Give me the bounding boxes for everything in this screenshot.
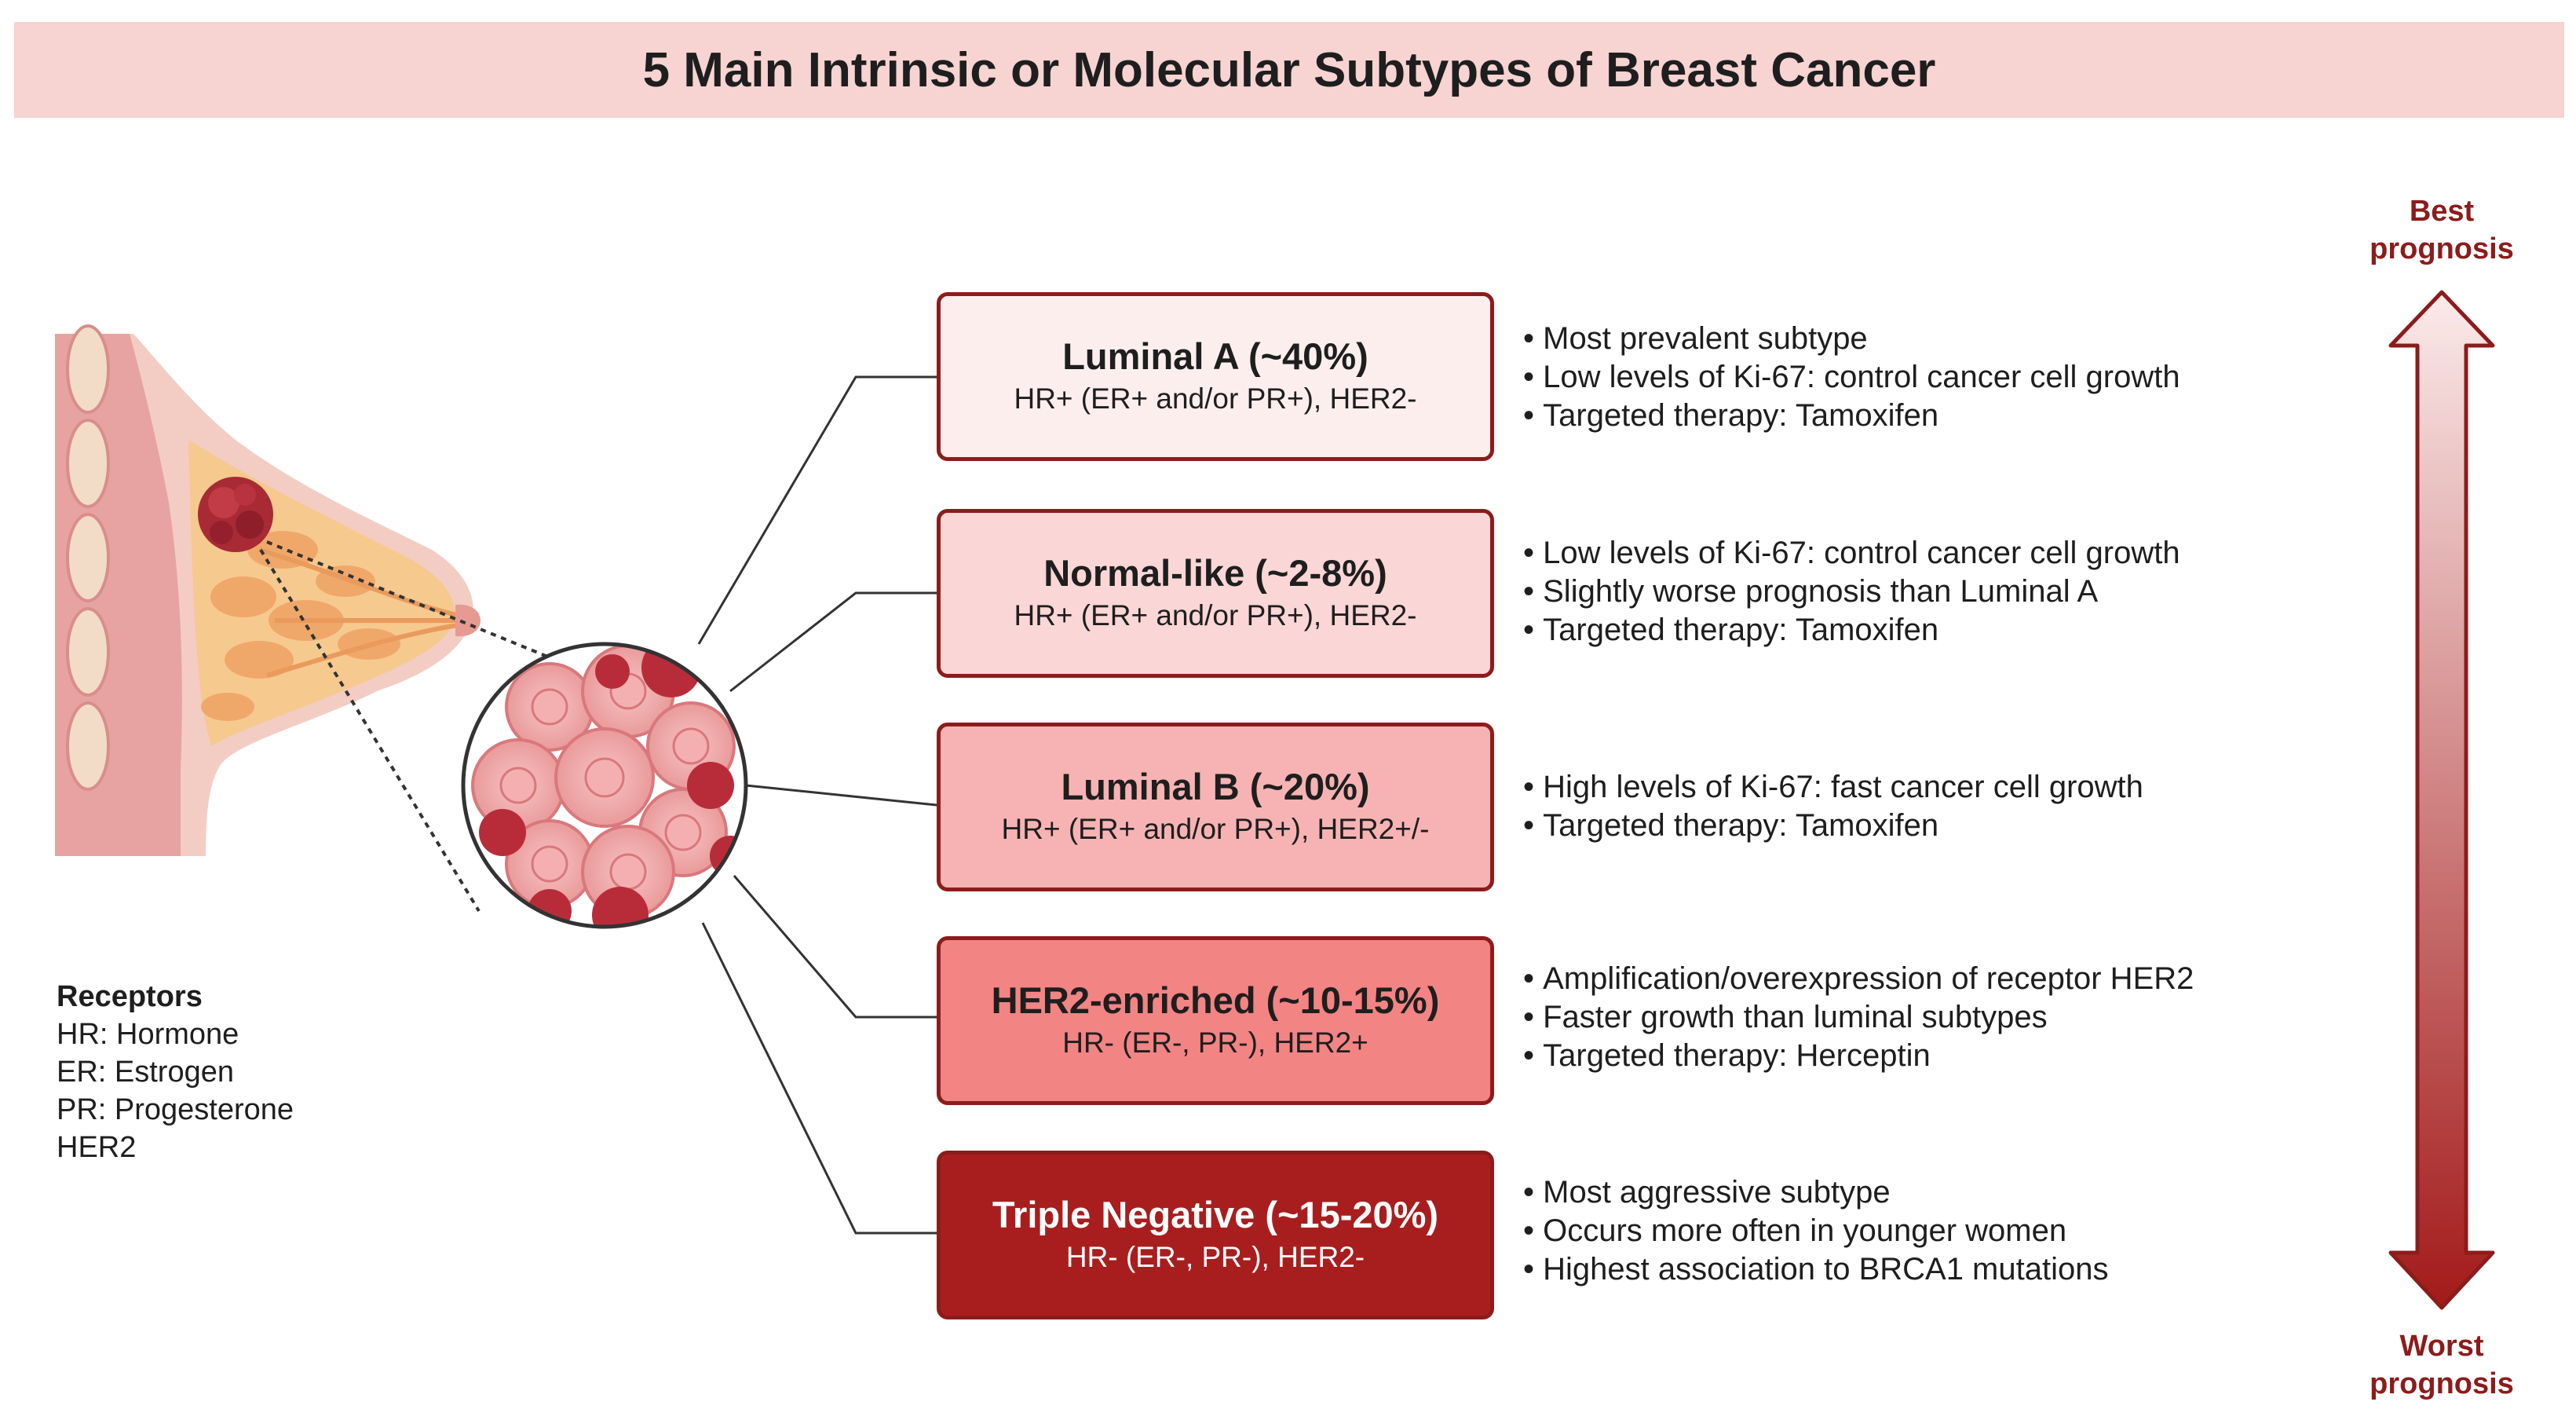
subtype-box-luminal-b: Luminal B (~20%) HR+ (ER+ and/or PR+), H… <box>937 723 1494 891</box>
bullet-item: Faster growth than luminal subtypes <box>1523 998 2194 1037</box>
bullets-triple-negative: Most aggressive subtype Occurs more ofte… <box>1523 1173 2108 1289</box>
receptors-legend: Receptors HR: Hormone ER: Estrogen PR: P… <box>57 978 294 1166</box>
worst-prognosis-label: Worst prognosis <box>2340 1327 2544 1403</box>
bullet-item: Occurs more often in younger women <box>1523 1212 2108 1250</box>
bullet-item: Low levels of Ki-67: control cancer cell… <box>1523 534 2180 573</box>
prognosis-arrow <box>2388 290 2495 1310</box>
connector-lines <box>697 375 937 1235</box>
subtype-receptors: HR+ (ER+ and/or PR+), HER2- <box>1014 599 1417 632</box>
bullets-her2-enriched: Amplification/overexpression of receptor… <box>1523 960 2194 1075</box>
subtype-name: Luminal B (~20%) <box>1061 766 1370 808</box>
bullet-item: High levels of Ki-67: fast cancer cell g… <box>1523 768 2143 807</box>
subtype-name: HER2-enriched (~10-15%) <box>991 979 1440 1022</box>
best-prognosis-label: Best prognosis <box>2340 192 2544 268</box>
receptor-item: HER2 <box>57 1131 137 1164</box>
bullet-item: Targeted therapy: Tamoxifen <box>1523 807 2143 845</box>
zoom-dotted-lines <box>259 540 546 913</box>
subtype-box-luminal-a: Luminal A (~40%) HR+ (ER+ and/or PR+), H… <box>937 292 1494 461</box>
tumor <box>198 477 273 552</box>
subtype-receptors: HR- (ER-, PR-), HER2- <box>1065 1241 1365 1274</box>
bullet-item: Targeted therapy: Herceptin <box>1523 1037 2194 1075</box>
bullet-item: Amplification/overexpression of receptor… <box>1523 960 2194 998</box>
subtype-name: Triple Negative (~15-20%) <box>992 1194 1439 1236</box>
worst-label-line2: prognosis <box>2370 1367 2514 1400</box>
page-title: 5 Main Intrinsic or Molecular Subtypes o… <box>642 42 1936 97</box>
nipple <box>455 604 480 637</box>
subtype-name: Luminal A (~40%) <box>1062 335 1368 378</box>
bullet-item: Low levels of Ki-67: control cancer cell… <box>1523 358 2180 397</box>
subtype-box-normal-like: Normal-like (~2-8%) HR+ (ER+ and/or PR+)… <box>937 509 1494 678</box>
receptor-item: HR: Hormone <box>57 1018 239 1051</box>
bullet-item: Targeted therapy: Tamoxifen <box>1523 611 2180 650</box>
subtype-receptors: HR- (ER-, PR-), HER2+ <box>1062 1027 1368 1060</box>
subtype-name: Normal-like (~2-8%) <box>1043 552 1387 595</box>
tumor-cells-circle <box>461 642 748 929</box>
breast-illustration <box>55 324 480 856</box>
best-label-line1: Best <box>2409 195 2475 228</box>
receptor-item: ER: Estrogen <box>57 1056 234 1089</box>
bullet-item: Slightly worse prognosis than Luminal A <box>1523 573 2180 611</box>
bullet-item: Most aggressive subtype <box>1523 1173 2108 1212</box>
bullet-item: Targeted therapy: Tamoxifen <box>1523 397 2180 435</box>
muscle-lobes <box>66 324 110 791</box>
title-bar: 5 Main Intrinsic or Molecular Subtypes o… <box>14 22 2564 118</box>
receptor-item: PR: Progesterone <box>57 1093 294 1126</box>
worst-label-line1: Worst <box>2399 1330 2484 1363</box>
milk-ducts <box>258 547 464 678</box>
subtype-receptors: HR+ (ER+ and/or PR+), HER2- <box>1014 382 1417 415</box>
bullets-normal-like: Low levels of Ki-67: control cancer cell… <box>1523 534 2180 650</box>
subtype-box-triple-negative: Triple Negative (~15-20%) HR- (ER-, PR-)… <box>937 1151 1494 1319</box>
bullets-luminal-a: Most prevalent subtype Low levels of Ki-… <box>1523 320 2180 435</box>
bullet-item: Most prevalent subtype <box>1523 320 2180 358</box>
best-label-line2: prognosis <box>2370 232 2514 265</box>
subtype-receptors: HR+ (ER+ and/or PR+), HER2+/- <box>1001 813 1430 846</box>
subtype-box-her2-enriched: HER2-enriched (~10-15%) HR- (ER-, PR-), … <box>937 936 1494 1105</box>
receptors-heading: Receptors <box>57 980 203 1013</box>
bullet-item: Highest association to BRCA1 mutations <box>1523 1250 2108 1289</box>
bullets-luminal-b: High levels of Ki-67: fast cancer cell g… <box>1523 768 2143 845</box>
